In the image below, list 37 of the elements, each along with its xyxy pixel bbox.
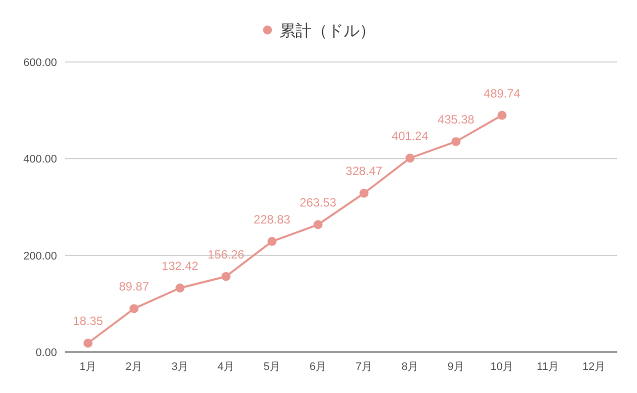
data-label: 156.26 bbox=[208, 247, 245, 262]
data-label: 228.83 bbox=[254, 212, 291, 226]
x-tick-label: 9月 bbox=[447, 361, 465, 373]
x-tick-label: 4月 bbox=[217, 361, 235, 373]
data-label: 263.53 bbox=[300, 196, 337, 210]
data-label: 328.47 bbox=[346, 164, 383, 178]
x-tick-label: 11月 bbox=[536, 361, 560, 373]
x-tick-label: 8月 bbox=[401, 361, 419, 373]
point bbox=[222, 272, 230, 281]
y-tick-label: 0.00 bbox=[36, 347, 57, 359]
data-label: 89.87 bbox=[118, 280, 150, 294]
data-label: 435.38 bbox=[438, 112, 475, 127]
data-label: 489.74 bbox=[484, 86, 521, 100]
data-label: 132.42 bbox=[162, 258, 199, 273]
legend-label: 累計（ドル） bbox=[280, 22, 376, 40]
x-tick-label: 2月 bbox=[125, 361, 143, 373]
y-tick-label: 600.00 bbox=[23, 57, 57, 69]
x-tick-label: 1月 bbox=[79, 361, 97, 373]
x-tick-label: 6月 bbox=[309, 361, 327, 373]
point bbox=[360, 188, 368, 198]
data-label: 401.24 bbox=[392, 129, 429, 144]
point bbox=[268, 236, 276, 246]
x-tick-label: 12月 bbox=[582, 361, 606, 373]
point bbox=[498, 110, 506, 120]
x-tick-label: 3月 bbox=[171, 361, 189, 373]
point bbox=[84, 338, 92, 348]
y-tick-label: 400.00 bbox=[23, 154, 57, 166]
data-label: 18.35 bbox=[72, 314, 104, 328]
point bbox=[314, 220, 322, 230]
point bbox=[130, 304, 138, 314]
x-tick-label: 10月 bbox=[490, 361, 514, 373]
x-tick-label: 7月 bbox=[355, 361, 373, 373]
point bbox=[406, 154, 414, 163]
y-tick-label: 200.00 bbox=[23, 250, 57, 262]
x-tick-label: 5月 bbox=[263, 361, 281, 373]
point bbox=[176, 283, 184, 292]
point bbox=[452, 137, 460, 146]
